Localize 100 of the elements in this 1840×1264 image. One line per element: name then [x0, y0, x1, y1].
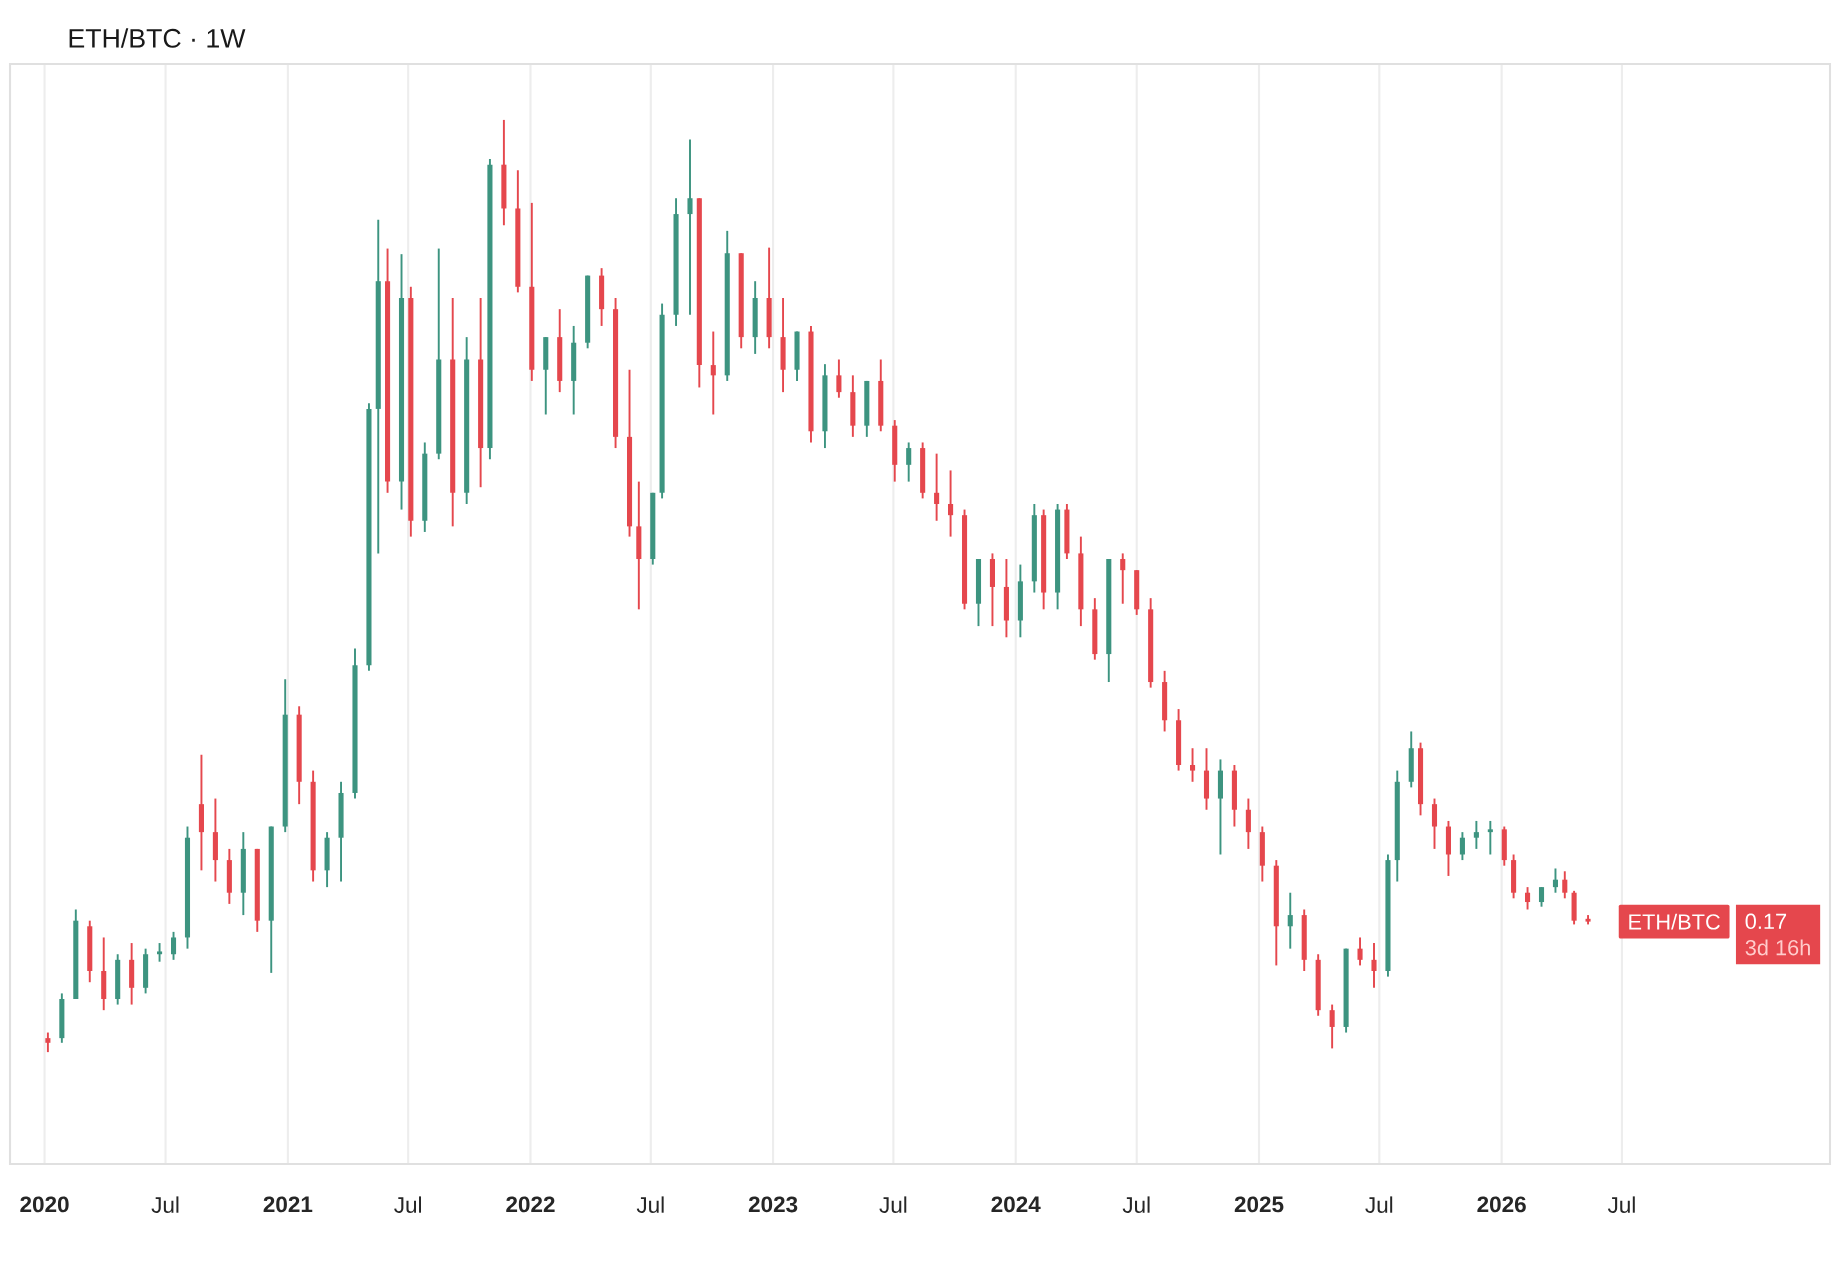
candlestick [1343, 947, 1349, 1034]
candlestick [1162, 669, 1168, 733]
candlestick [352, 647, 358, 800]
candlestick [157, 942, 163, 963]
x-tick-label: 2020 [20, 1196, 69, 1213]
x-tick-label: Jul [1122, 1196, 1150, 1213]
candlestick [738, 252, 744, 350]
candlestick [1106, 558, 1112, 684]
candlestick [752, 280, 758, 355]
candlestick [184, 825, 191, 950]
candlestick [1445, 819, 1451, 877]
candlestick [1538, 886, 1545, 908]
candlestick [478, 297, 484, 489]
x-tick-label: Jul [1365, 1196, 1393, 1213]
candlestick [1473, 819, 1479, 850]
candlestick [961, 508, 968, 611]
candlestick [766, 246, 772, 350]
candlestick [1287, 891, 1293, 950]
candlestick [1055, 503, 1061, 611]
candlestick [1525, 886, 1531, 911]
chart-title: ETH/BTC · 1W [69, 28, 246, 48]
annotation: 3d 16h [1745, 939, 1810, 956]
candlestick [1092, 597, 1098, 661]
candlestick [1003, 558, 1009, 639]
candlestick [906, 441, 912, 483]
candlestick [1417, 741, 1424, 817]
candlestick [101, 936, 107, 1012]
candlestick [1552, 867, 1559, 894]
candlestick [1511, 853, 1517, 900]
candlestick [385, 247, 391, 494]
candlestick [613, 297, 619, 450]
candlestick [1273, 859, 1279, 967]
candlestick [934, 452, 940, 522]
candlestick [1329, 1003, 1335, 1050]
candlestick [687, 138, 693, 316]
candlestick [1301, 908, 1307, 972]
candlestick [1357, 936, 1363, 967]
candlestick [948, 469, 954, 538]
candlestick [808, 324, 814, 444]
candlestick [310, 769, 316, 883]
candlestick [398, 253, 405, 511]
candlestick [296, 705, 302, 806]
candlestick [794, 330, 800, 382]
candlestick [324, 831, 330, 889]
candlestick [1064, 503, 1070, 560]
candlestick [436, 247, 442, 461]
candlestick [515, 169, 521, 294]
x-tick-label: Jul [394, 1196, 422, 1213]
candlestick [636, 480, 642, 611]
candlestick [529, 201, 535, 382]
candlestick [1431, 797, 1438, 850]
x-tick-label: Jul [879, 1196, 907, 1213]
candlestick [422, 441, 428, 533]
candlestick [501, 118, 507, 227]
candlestick [780, 297, 786, 394]
x-tick-label: Jul [151, 1196, 179, 1213]
candlestick [1148, 597, 1154, 689]
candlestick [450, 297, 456, 528]
candlestick [571, 324, 577, 416]
candlestick [198, 753, 204, 872]
candlestick [710, 330, 716, 416]
candlestick [1031, 503, 1037, 594]
candlestick [850, 374, 856, 438]
candlestick [585, 274, 591, 350]
candlestick [892, 419, 898, 483]
candlestick [1189, 747, 1196, 783]
candlestick [366, 402, 372, 672]
candlestick [1134, 569, 1140, 616]
candlestick [1394, 769, 1400, 883]
candlestick [129, 942, 135, 1006]
x-tick-label: Jul [1607, 1196, 1635, 1213]
candlestick [282, 678, 288, 834]
candlestick [1501, 825, 1507, 867]
x-tick-label: Jul [636, 1196, 664, 1213]
candlestick [822, 363, 828, 450]
candlestick [408, 285, 414, 538]
candlestick [143, 947, 149, 995]
candlestick [1176, 708, 1182, 772]
candlestick [170, 930, 177, 961]
candlestick [650, 491, 656, 566]
candlestick [696, 197, 702, 389]
candlestick [1562, 870, 1568, 900]
annotation: 0.17 [1745, 913, 1787, 930]
x-tick-label: 2022 [506, 1196, 555, 1213]
candlestick [464, 336, 470, 505]
candlestick [240, 831, 246, 917]
x-tick-label: 2021 [263, 1196, 313, 1213]
candlestick [543, 336, 549, 416]
x-tick-label: 2026 [1477, 1196, 1526, 1213]
candlestick [338, 780, 344, 883]
candlestick [45, 1031, 51, 1054]
candlestick [1571, 889, 1577, 926]
candlestick [599, 267, 605, 327]
candlestick [1259, 825, 1265, 883]
candlestick [864, 379, 870, 438]
candlestick [1231, 764, 1237, 828]
candlestick [673, 197, 679, 327]
candlestick [73, 908, 79, 1000]
candlestick [1120, 552, 1126, 605]
candlestick [1078, 535, 1084, 628]
